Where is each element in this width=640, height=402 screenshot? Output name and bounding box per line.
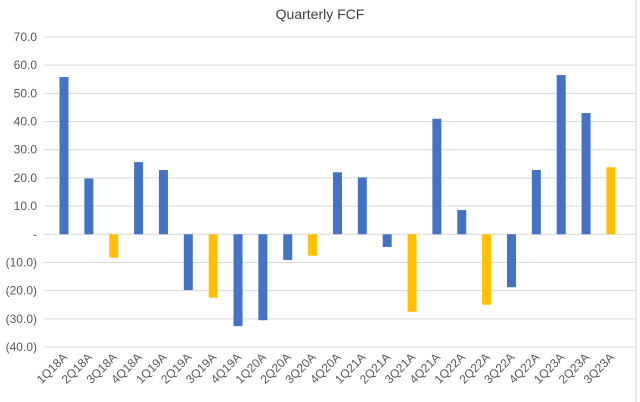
y-tick-label: (10.0) [6, 255, 37, 269]
bar-1q22a [457, 210, 467, 235]
chart-title: Quarterly FCF [276, 6, 365, 22]
bar-2q23a [581, 113, 591, 235]
gridlines [44, 36, 636, 348]
y-tick-label: 10.0 [14, 199, 38, 213]
y-tick-label: 20.0 [14, 171, 38, 185]
bar-4q19a [233, 234, 243, 327]
y-tick-label: (20.0) [6, 284, 37, 298]
bar-4q20a [332, 172, 342, 235]
bar-3q21a [407, 234, 417, 312]
bar-4q22a [531, 170, 541, 235]
bar-3q23a [606, 167, 616, 235]
bar-2q22a [482, 234, 492, 305]
bar-1q20a [258, 234, 268, 321]
bar-1q19a [158, 170, 168, 235]
y-axis-tick-labels: 70.0 60.0 50.0 40.0 30.0 20.0 10.0 - (10.0) (20.0… [6, 30, 38, 354]
y-tick-label: 30.0 [14, 143, 38, 157]
y-tick-label: 50.0 [14, 86, 38, 100]
bar-4q21a [432, 118, 442, 235]
x-axis-tick-labels: 1Q18A2Q18A3Q18A4Q18A1Q19A2Q19A3Q19A4Q19A… [34, 350, 617, 386]
bar-2q18a [84, 178, 94, 235]
bar-4q18a [134, 162, 144, 235]
bar-3q20a [308, 234, 318, 256]
y-tick-label: 70.0 [14, 30, 38, 44]
bar-1q18a [59, 77, 69, 235]
bar-2q19a [183, 234, 193, 291]
bar-3q19a [208, 234, 218, 298]
bars [59, 75, 616, 327]
y-tick-label: (30.0) [6, 312, 37, 326]
bar-1q21a [357, 177, 367, 235]
y-tick-label: - [33, 227, 37, 241]
bar-3q18a [109, 234, 119, 258]
y-tick-label: 40.0 [14, 115, 38, 129]
bar-3q22a [506, 234, 516, 288]
bar-2q21a [382, 234, 392, 247]
y-tick-label: 60.0 [14, 58, 38, 72]
y-tick-label: (40.0) [6, 340, 37, 354]
bar-1q23a [556, 75, 566, 235]
bar-2q20a [283, 234, 293, 260]
